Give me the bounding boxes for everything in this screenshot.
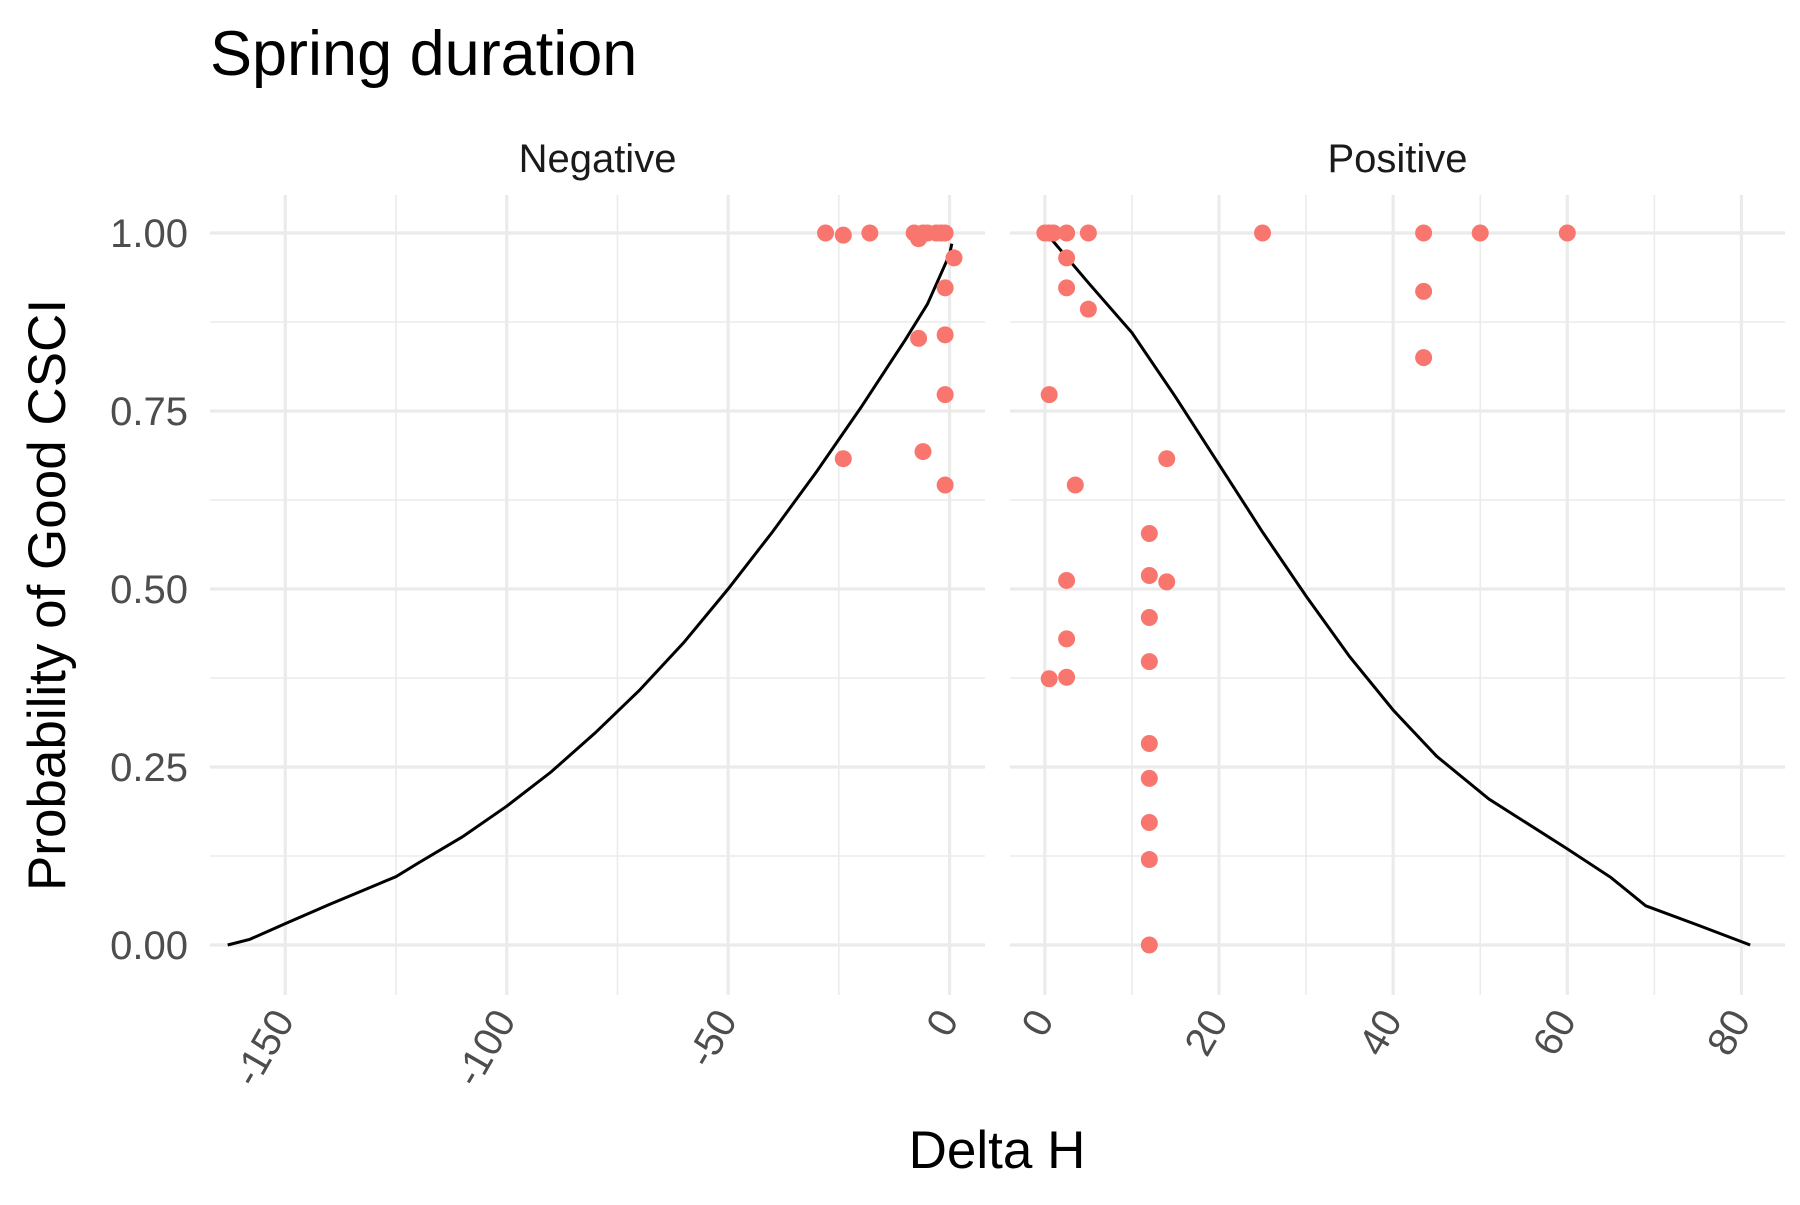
data-point: [914, 443, 932, 461]
data-point: [1558, 224, 1576, 242]
data-point: [1140, 653, 1158, 671]
x-tick-label: 40: [1351, 1003, 1411, 1064]
data-point: [1158, 450, 1176, 468]
facet-strip-label: Positive: [1327, 137, 1467, 181]
data-point: [1140, 851, 1158, 869]
data-point: [1058, 224, 1076, 242]
y-axis-title: Probability of Good CSCI: [18, 299, 77, 891]
data-point: [1058, 571, 1076, 589]
data-point: [1079, 224, 1097, 242]
y-tick-label: 0.25: [110, 746, 188, 790]
data-point: [1040, 386, 1058, 404]
x-tick-label: 60: [1525, 1003, 1585, 1064]
data-point: [1140, 936, 1158, 954]
y-tick-label: 0.75: [110, 390, 188, 434]
data-point: [936, 279, 954, 297]
data-point: [936, 386, 954, 404]
data-point: [936, 326, 954, 344]
data-point: [861, 224, 879, 242]
data-point: [1140, 524, 1158, 542]
data-point: [1415, 349, 1433, 367]
x-tick-label: 0: [918, 1003, 967, 1044]
data-point: [1079, 300, 1097, 318]
data-point: [1058, 630, 1076, 648]
data-point: [936, 476, 954, 494]
y-tick-label: 0.00: [110, 924, 188, 968]
data-point: [1415, 282, 1433, 300]
data-point: [1045, 224, 1063, 242]
facet-panel-positive: Positive 0 20 40 60 80: [1010, 137, 1785, 1063]
fitted-curve: [227, 243, 954, 947]
data-point: [1158, 573, 1176, 591]
panels-layer: Negative -150 -100 -50 0 Positive 0 20 40 60 80: [210, 137, 1785, 1094]
facet-strip-label: Negative: [519, 137, 677, 181]
x-tick-label: -150: [225, 1003, 303, 1094]
data-point: [1058, 279, 1076, 297]
data-point: [1254, 224, 1272, 242]
data-point: [1415, 224, 1433, 242]
facet-panel-negative: Negative -150 -100 -50 0: [210, 137, 985, 1094]
x-tick-label: -50: [679, 1003, 746, 1075]
data-point: [1058, 249, 1076, 267]
y-tick-label: 0.50: [110, 568, 188, 612]
data-point: [834, 450, 852, 468]
data-point: [1140, 608, 1158, 626]
data-point: [817, 224, 835, 242]
data-point: [834, 226, 852, 244]
data-point: [936, 224, 954, 242]
chart-title: Spring duration: [210, 19, 637, 89]
x-tick-label: 20: [1176, 1003, 1236, 1064]
data-point: [1066, 476, 1084, 494]
y-axis-layer: 0.00 0.25 0.50 0.75 1.00: [110, 212, 188, 968]
data-point: [1140, 769, 1158, 787]
data-point: [1140, 814, 1158, 832]
data-point: [1058, 668, 1076, 686]
data-point: [1140, 566, 1158, 584]
data-point: [910, 329, 928, 347]
data-point: [1471, 224, 1489, 242]
x-tick-label: 0: [1013, 1003, 1062, 1044]
data-point: [1140, 735, 1158, 753]
x-tick-label: 80: [1699, 1003, 1759, 1064]
x-tick-label: -100: [446, 1003, 524, 1094]
fitted-curve: [1048, 235, 1751, 947]
x-axis-title: Delta H: [909, 1121, 1086, 1180]
data-point: [945, 249, 963, 267]
data-point: [1040, 670, 1058, 688]
y-tick-label: 1.00: [110, 212, 188, 256]
